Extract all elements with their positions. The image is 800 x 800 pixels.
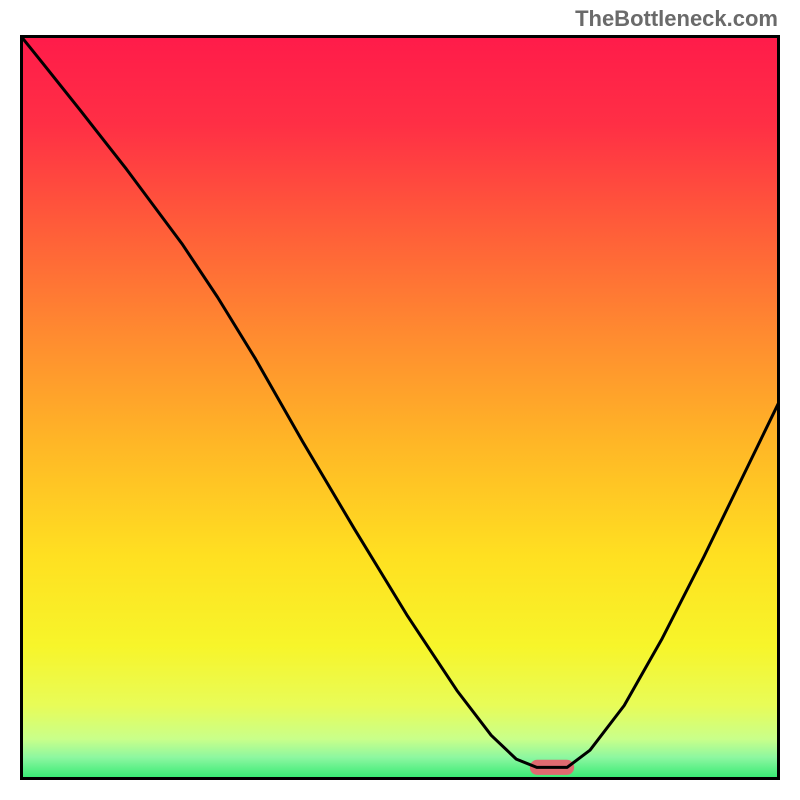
curve-layer [20, 35, 780, 780]
watermark-text: TheBottleneck.com [575, 6, 778, 32]
chart-canvas: { "watermark": { "text": "TheBottleneck.… [0, 0, 800, 800]
bottleneck-curve [20, 35, 780, 767]
